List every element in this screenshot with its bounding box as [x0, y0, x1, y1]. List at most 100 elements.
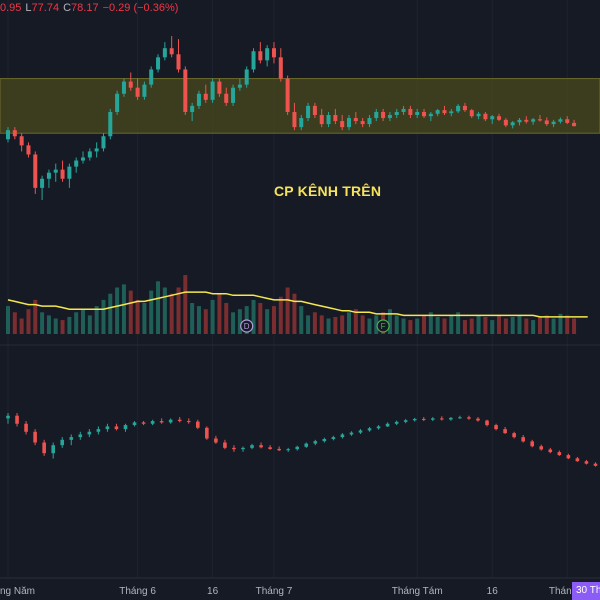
- osc-candle: [340, 434, 345, 438]
- volume-bar: [224, 303, 229, 334]
- osc-candle: [105, 426, 110, 430]
- osc-candle: [96, 429, 101, 432]
- x-tick-label: Tháng 7: [256, 586, 293, 597]
- price-candle: [469, 110, 474, 117]
- price-candle: [33, 154, 38, 188]
- price-candle: [326, 115, 331, 125]
- osc-candle: [123, 425, 128, 430]
- osc-candle: [259, 445, 263, 448]
- osc-candle: [24, 423, 28, 432]
- price-candle: [278, 57, 283, 79]
- price-candle: [517, 119, 522, 123]
- osc-candle: [159, 421, 164, 423]
- osc-candle: [268, 447, 272, 449]
- osc-candle: [295, 446, 300, 450]
- volume-bar: [422, 315, 427, 334]
- osc-candle: [313, 441, 318, 444]
- price-candle: [60, 169, 65, 179]
- price-candle: [537, 119, 542, 121]
- osc-candle: [440, 418, 444, 420]
- price-candle: [353, 118, 358, 122]
- volume-bar: [565, 315, 570, 334]
- price-candle: [251, 51, 256, 70]
- osc-candle: [548, 449, 553, 453]
- x-tick-label: Tháng 9: [549, 586, 586, 597]
- price-candle: [149, 69, 154, 85]
- volume-bar: [40, 312, 45, 334]
- ohlc-low: 77.74: [31, 2, 60, 14]
- volume-bar: [401, 318, 406, 334]
- price-candle: [572, 122, 577, 127]
- volume-bar: [94, 306, 99, 334]
- volume-bar: [558, 313, 563, 334]
- volume-bar: [312, 312, 317, 334]
- volume-bar: [428, 312, 433, 334]
- price-candle: [544, 120, 549, 125]
- osc-candle: [241, 447, 245, 450]
- volume-bar: [203, 309, 208, 334]
- volume-bar: [503, 318, 508, 334]
- price-candle: [374, 111, 379, 119]
- price-candle: [306, 105, 311, 119]
- osc-candle: [449, 417, 453, 420]
- event-marker-f[interactable]: F: [376, 319, 390, 333]
- volume-bar: [6, 306, 10, 334]
- volume-bar: [510, 316, 515, 334]
- price-candle: [128, 81, 133, 88]
- price-candle: [156, 57, 161, 70]
- osc-candle: [521, 437, 525, 442]
- price-candle: [203, 93, 208, 100]
- volume-bar: [367, 318, 372, 334]
- osc-candle: [132, 422, 137, 426]
- price-candle: [401, 108, 406, 112]
- volume-bar: [449, 315, 454, 334]
- volume-bar: [531, 320, 536, 334]
- price-candle: [428, 113, 433, 117]
- price-candle: [510, 122, 515, 126]
- osc-candle: [530, 441, 535, 447]
- osc-candle: [430, 418, 435, 420]
- price-candle: [121, 81, 126, 94]
- osc-candle: [150, 421, 155, 424]
- channel-annotation[interactable]: CP KÊNH TRÊN: [274, 183, 382, 199]
- osc-candle: [196, 421, 200, 428]
- price-candle: [422, 111, 427, 117]
- event-marker-d[interactable]: D: [240, 319, 254, 333]
- volume-bar: [271, 306, 276, 334]
- osc-candle: [214, 438, 218, 443]
- volume-bar: [210, 299, 215, 334]
- volume-bar: [183, 275, 188, 334]
- price-candle: [367, 118, 372, 125]
- osc-candle: [205, 427, 209, 439]
- price-candle: [142, 84, 147, 97]
- price-candle: [19, 136, 24, 146]
- volume-bar: [340, 315, 345, 334]
- volume-bar: [87, 315, 92, 334]
- svg-text:F: F: [381, 322, 386, 331]
- price-candle: [340, 121, 345, 128]
- osc-candle: [566, 455, 571, 459]
- volume-bar: [415, 318, 420, 334]
- volume-bar: [456, 312, 461, 334]
- price-candle: [108, 111, 113, 137]
- price-candle: [115, 93, 120, 112]
- volume-bar: [108, 293, 113, 334]
- osc-candle: [15, 415, 19, 424]
- price-candle: [462, 105, 467, 111]
- osc-candle: [232, 447, 236, 450]
- volume-bar: [156, 281, 161, 334]
- price-candle: [312, 105, 317, 115]
- volume-bar: [374, 315, 379, 334]
- osc-candle: [304, 443, 309, 447]
- volume-bar: [360, 315, 365, 334]
- price-candle: [176, 54, 181, 70]
- volume-bar: [33, 299, 38, 334]
- osc-candle: [539, 446, 544, 450]
- volume-bar: [353, 309, 358, 334]
- volume-bar: [101, 299, 106, 334]
- ohlc-change: −0.29 (−0.36%): [102, 2, 179, 14]
- osc-candle: [376, 426, 381, 429]
- osc-candle: [186, 421, 191, 423]
- price-candle: [435, 110, 440, 114]
- osc-candle: [421, 418, 426, 420]
